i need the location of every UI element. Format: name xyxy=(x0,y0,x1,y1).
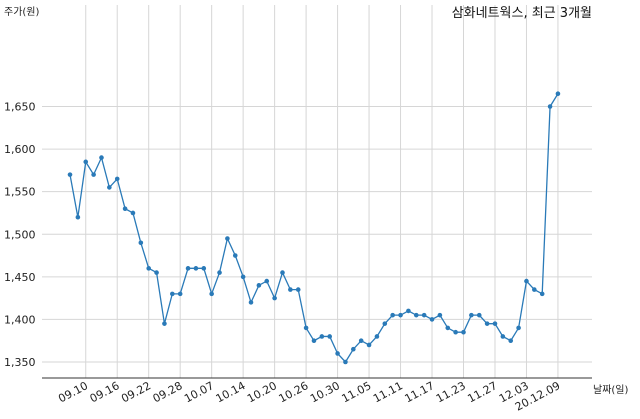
data-point xyxy=(508,338,514,344)
data-point xyxy=(185,266,191,271)
data-point xyxy=(374,334,380,339)
x-tick-label: 10.30 xyxy=(308,379,342,405)
data-point xyxy=(232,253,238,258)
x-tick-label: 10.14 xyxy=(214,379,248,405)
data-point xyxy=(319,334,325,339)
data-point xyxy=(193,266,199,271)
y-tick-labels: 1,350 1,400 1,450 1,500 1,550 1,600 1,650 xyxy=(4,101,36,370)
data-point xyxy=(461,329,466,335)
data-point xyxy=(170,291,175,297)
y-axis-title: 주가(원) xyxy=(4,6,40,18)
y-tick-label: 1,650 xyxy=(4,101,36,114)
data-point xyxy=(217,270,222,275)
data-point xyxy=(256,283,262,288)
y-tick-label: 1,550 xyxy=(4,186,36,199)
data-point xyxy=(524,278,529,284)
y-tick-label: 1,500 xyxy=(4,228,36,241)
data-point xyxy=(398,312,403,318)
data-point xyxy=(114,176,120,182)
data-point xyxy=(406,308,411,314)
data-point xyxy=(516,325,521,331)
x-tick-label: 09.16 xyxy=(88,379,122,405)
data-point xyxy=(311,338,317,344)
data-point xyxy=(91,172,96,177)
y-tick-label: 1,600 xyxy=(4,143,36,156)
data-point xyxy=(555,91,561,97)
data-point xyxy=(445,325,451,331)
x-tick-label: 11.11 xyxy=(371,379,405,405)
data-point xyxy=(67,172,73,177)
data-point xyxy=(225,236,230,241)
data-point xyxy=(539,291,545,297)
data-point xyxy=(453,329,458,335)
data-point xyxy=(146,266,151,271)
data-point xyxy=(358,338,364,344)
data-point xyxy=(288,287,293,292)
x-tick-label: 10.26 xyxy=(277,379,311,405)
data-point xyxy=(413,312,419,318)
data-points xyxy=(67,91,561,365)
data-point xyxy=(162,321,167,326)
data-point xyxy=(390,312,395,318)
data-point xyxy=(351,346,356,352)
data-point xyxy=(343,359,348,365)
data-point xyxy=(476,312,482,318)
data-point xyxy=(437,312,443,318)
data-point xyxy=(484,321,490,326)
data-point xyxy=(469,312,474,318)
x-tick-label: 11.17 xyxy=(403,379,437,405)
data-point xyxy=(500,334,506,339)
data-point xyxy=(492,321,498,326)
data-point xyxy=(209,291,214,297)
data-point xyxy=(248,300,254,305)
data-point xyxy=(303,325,309,331)
data-point xyxy=(154,270,159,275)
data-point xyxy=(201,266,207,271)
data-point xyxy=(138,240,144,246)
data-point xyxy=(122,206,128,211)
data-point xyxy=(547,104,553,109)
x-tick-label: 09.10 xyxy=(56,379,90,405)
x-tick-label: 09.22 xyxy=(119,379,153,405)
data-point xyxy=(382,321,388,326)
data-point xyxy=(130,210,136,216)
y-tick-label: 1,400 xyxy=(4,313,36,326)
data-point xyxy=(272,295,277,301)
data-point xyxy=(429,317,435,322)
data-point xyxy=(107,185,112,190)
data-point xyxy=(177,291,183,297)
y-tick-label: 1,450 xyxy=(4,271,36,284)
grid-layer xyxy=(42,5,592,378)
x-tick-label: 11.27 xyxy=(465,379,499,405)
chart-title: 삼화네트웍스, 최근 3개월 xyxy=(452,6,592,21)
data-point xyxy=(295,287,301,292)
data-point xyxy=(99,155,104,160)
x-axis-title: 날짜(일) xyxy=(593,384,629,396)
data-point xyxy=(327,334,333,339)
x-tick-label: 09.28 xyxy=(151,379,185,405)
data-point xyxy=(335,351,340,356)
data-point xyxy=(280,270,285,275)
x-tick-label: 11.23 xyxy=(434,379,468,405)
data-point xyxy=(75,214,81,220)
data-point xyxy=(366,342,372,348)
data-point xyxy=(532,287,537,292)
data-point xyxy=(240,274,246,280)
price-series-line xyxy=(69,93,559,364)
x-tick-label: 10.07 xyxy=(182,379,216,405)
data-point xyxy=(264,278,270,284)
x-tick-labels: 09.1009.1609.2209.2810.0710.1410.2010.26… xyxy=(56,379,562,413)
x-tick-label: 11.05 xyxy=(340,379,374,405)
data-point xyxy=(421,312,427,318)
y-tick-label: 1,350 xyxy=(4,356,36,369)
x-tick-label: 10.20 xyxy=(245,379,279,405)
data-point xyxy=(83,159,89,165)
